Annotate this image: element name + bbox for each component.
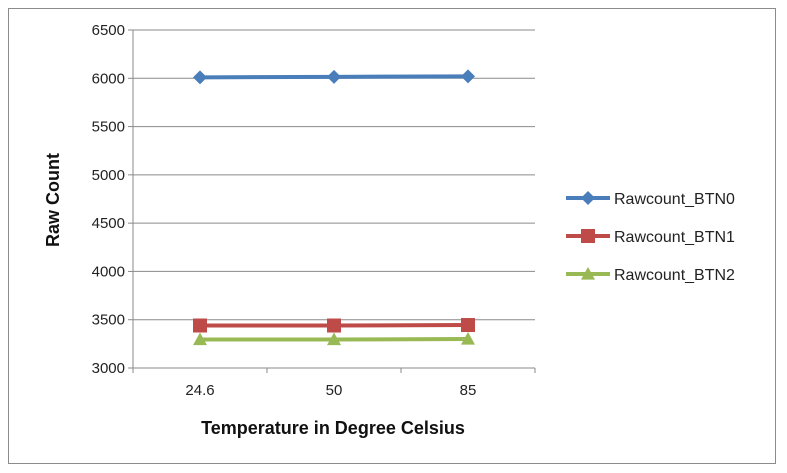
legend-marker [581,229,595,243]
data-point [327,318,341,333]
legend-label: Rawcount_BTN2 [614,267,735,284]
y-tick-label: 6000 [92,70,125,87]
data-point [193,70,207,85]
data-point [461,332,475,345]
x-axis-title: Temperature in Degree Celsius [201,418,465,438]
y-tick-label: 6500 [92,22,125,39]
legend-item: Rawcount_BTN1 [566,229,735,246]
series-Rawcount_BTN0 [193,69,475,85]
legend-marker [581,191,595,205]
y-axis-ticks: 3000 3500 4000 4500 5000 5500 6000 6500 [92,22,133,377]
data-point [461,69,475,84]
x-tick-label: 85 [460,382,477,399]
legend: Rawcount_BTN0 Rawcount_BTN1 Rawcount_BTN2 [566,191,735,284]
data-point [461,318,475,333]
y-tick-label: 4000 [92,263,125,280]
series-Rawcount_BTN1 [193,318,475,333]
legend-label: Rawcount_BTN1 [614,229,735,246]
series-group [193,69,475,346]
y-tick-label: 5500 [92,119,125,136]
y-axis-title: Raw Count [43,153,63,247]
x-tick-label: 50 [326,382,343,399]
legend-item: Rawcount_BTN2 [566,267,735,284]
y-tick-label: 5000 [92,167,125,184]
chart-frame [8,8,776,464]
legend-item: Rawcount_BTN0 [566,191,735,208]
data-point [193,318,207,333]
legend-marker [581,267,595,280]
y-tick-label: 4500 [92,215,125,232]
data-point [193,332,207,346]
y-tick-label: 3500 [92,312,125,329]
x-axis-ticks: 24.6 50 85 [132,368,536,399]
data-point [327,332,341,346]
data-point [327,69,341,84]
y-tick-label: 3000 [92,360,125,377]
legend-label: Rawcount_BTN0 [614,191,735,208]
series-Rawcount_BTN2 [193,332,475,346]
x-tick-label: 24.6 [185,382,214,399]
